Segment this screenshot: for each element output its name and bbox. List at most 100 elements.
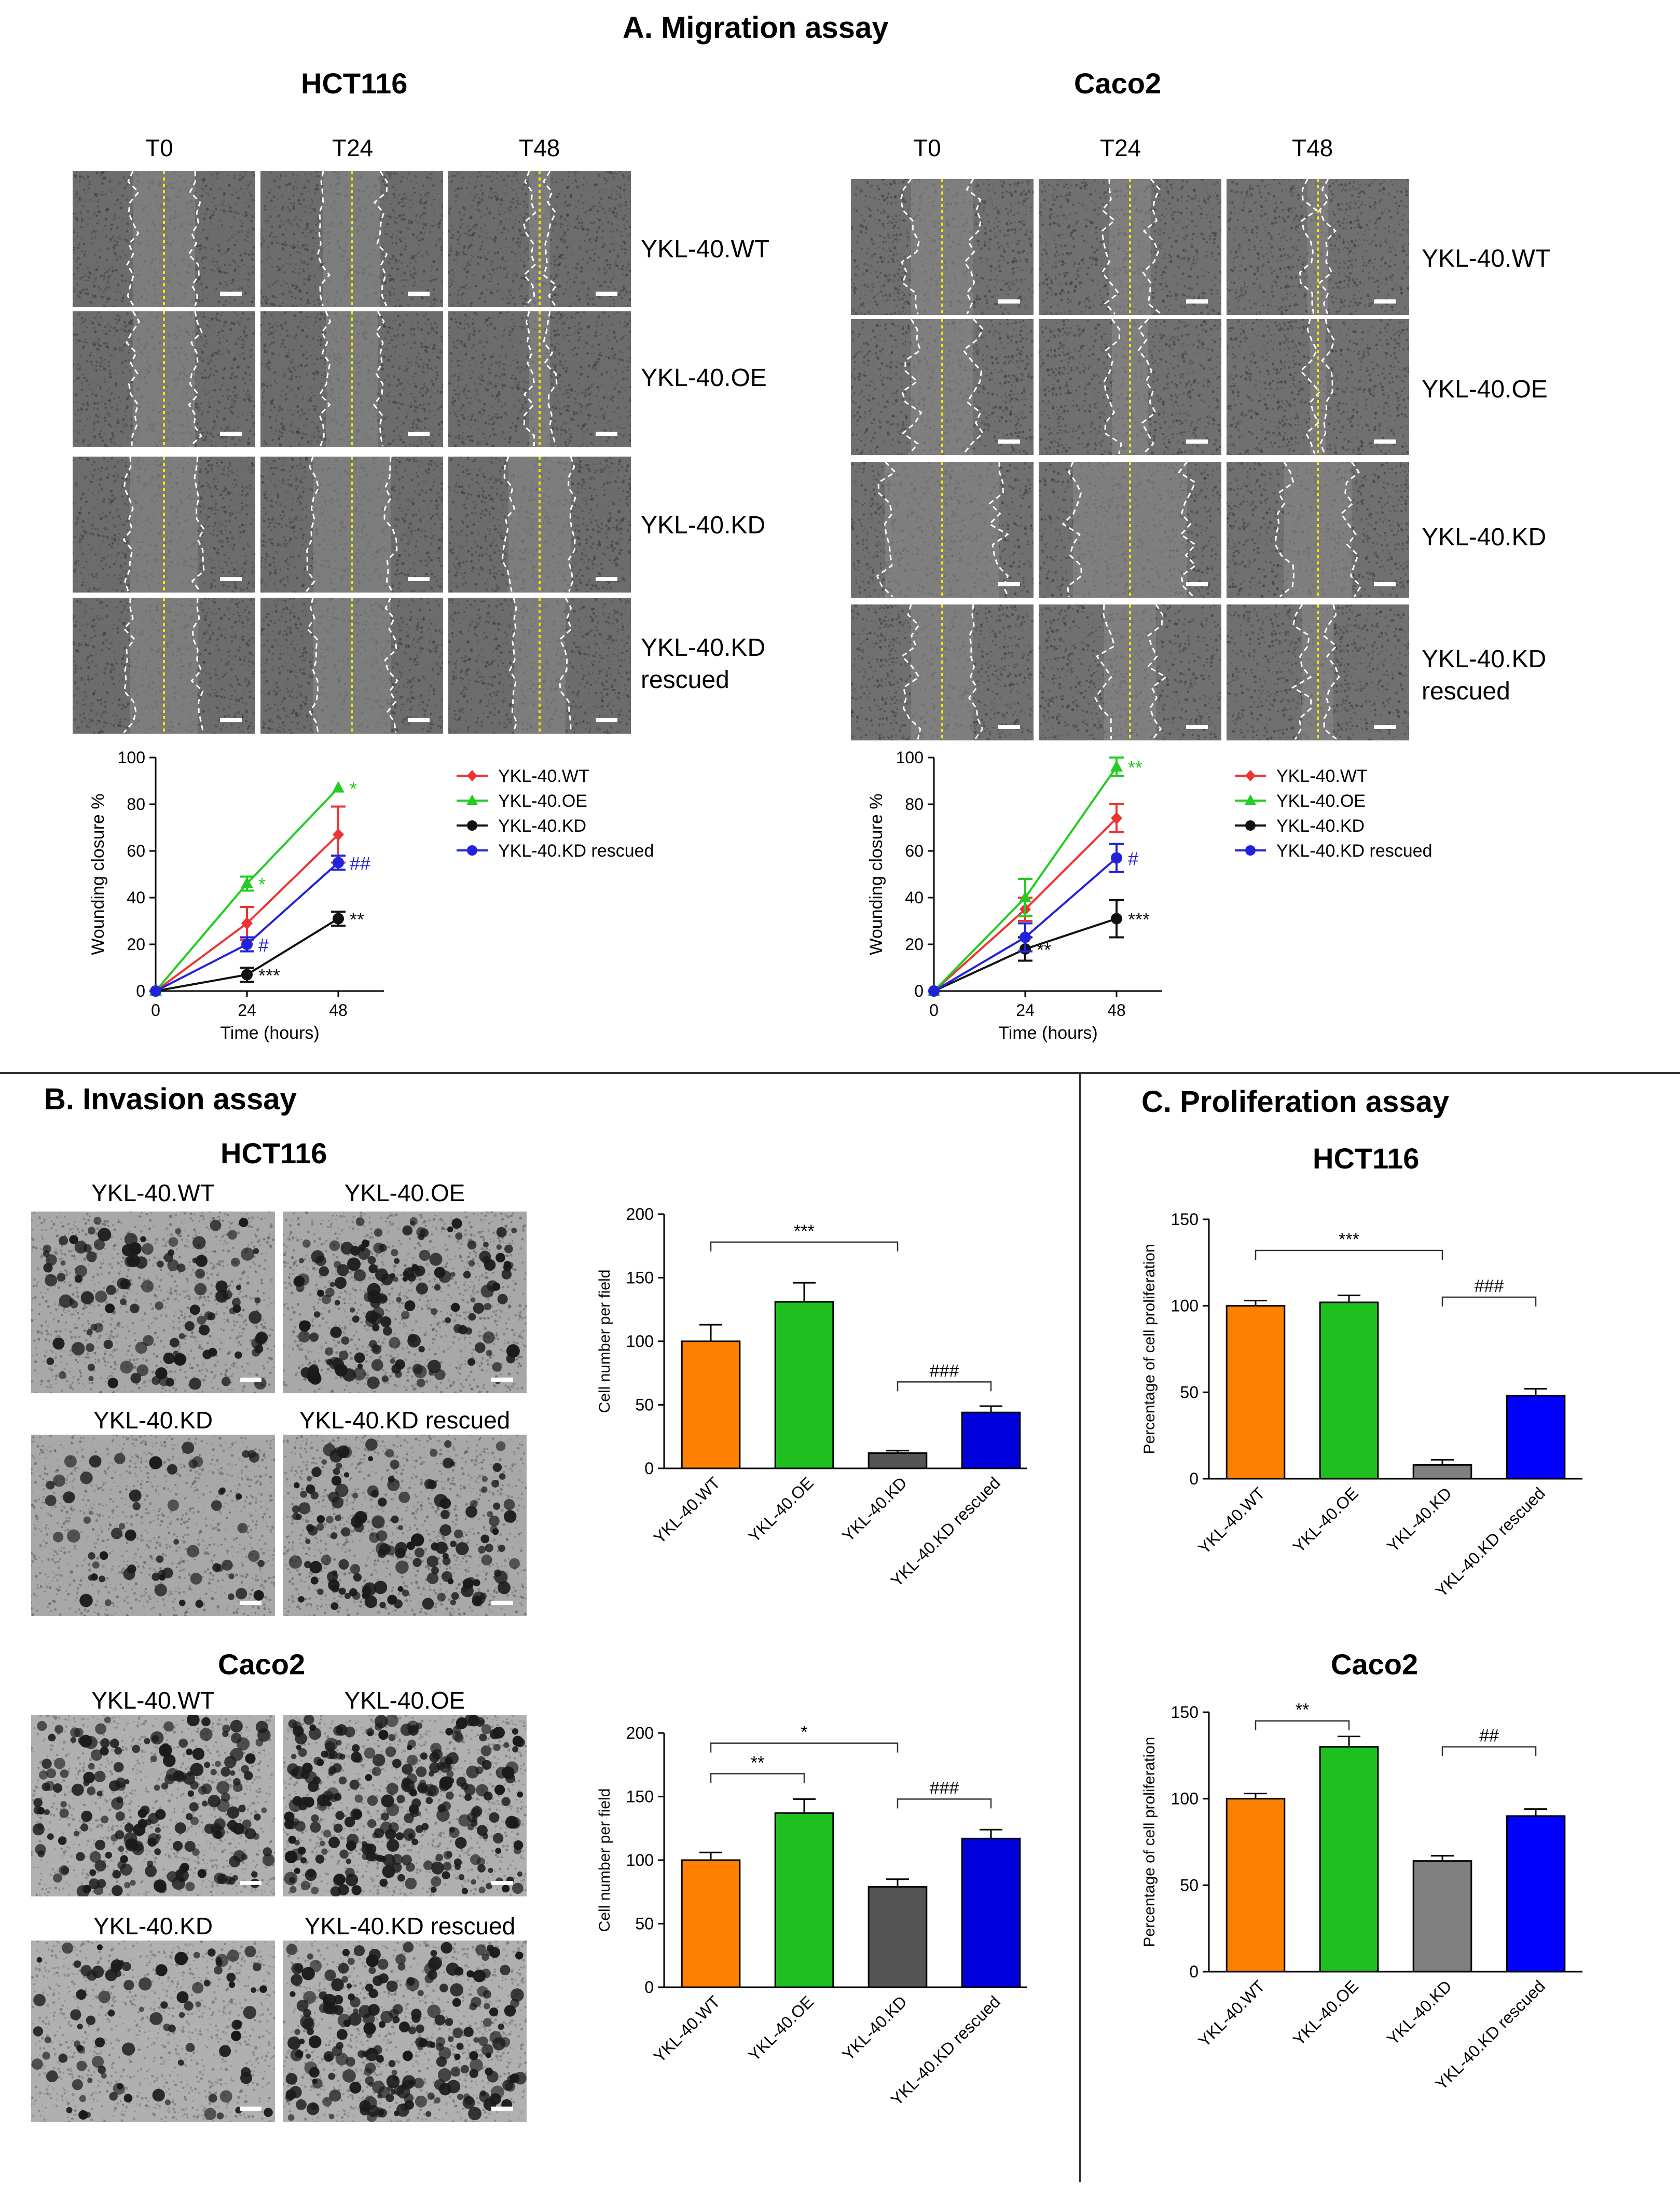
texture-speck <box>279 267 282 270</box>
texture-speck <box>623 285 625 286</box>
texture-speck <box>1196 283 1199 285</box>
texture-speck <box>1357 196 1360 198</box>
texture-speck <box>998 265 1001 268</box>
texture-speck <box>1094 295 1096 297</box>
texture-speck <box>526 206 529 209</box>
texture-speck <box>471 205 473 208</box>
texture-speck <box>1194 225 1197 228</box>
texture-speck <box>289 222 292 225</box>
texture-speck <box>595 239 598 242</box>
texture-speck <box>232 233 235 235</box>
texture-speck <box>201 277 203 278</box>
texture-speck <box>98 199 100 201</box>
texture-speck <box>459 253 461 255</box>
texture-speck <box>423 197 424 198</box>
texture-speck <box>1206 270 1208 273</box>
texture-speck <box>467 248 470 251</box>
texture-speck <box>393 281 394 282</box>
texture-speck <box>1288 256 1292 259</box>
texture-speck <box>77 257 80 260</box>
texture-speck <box>277 214 281 217</box>
texture-speck <box>555 265 558 267</box>
texture-speck <box>1150 274 1153 277</box>
texture-speck <box>233 299 236 301</box>
texture-speck <box>1095 203 1097 205</box>
texture-speck <box>489 237 492 240</box>
texture-speck <box>93 230 97 233</box>
texture-speck <box>453 258 456 260</box>
texture-speck <box>577 215 580 217</box>
texture-speck <box>1002 191 1004 194</box>
texture-speck <box>457 293 459 296</box>
texture-speck <box>1357 244 1360 247</box>
texture-speck <box>222 271 225 273</box>
texture-speck <box>406 261 407 263</box>
texture-speck <box>1184 309 1188 312</box>
texture-speck <box>448 253 451 257</box>
texture-speck <box>1166 295 1168 297</box>
texture-speck <box>858 307 861 309</box>
texture-speck <box>1219 296 1221 299</box>
texture-speck <box>627 177 630 181</box>
texture-speck <box>480 202 481 203</box>
texture-speck <box>1330 190 1332 192</box>
texture-speck <box>1045 242 1047 243</box>
texture-speck <box>527 272 530 275</box>
texture-speck <box>894 287 898 291</box>
texture-speck <box>991 296 994 298</box>
texture-speck <box>573 171 577 174</box>
texture-speck <box>985 298 988 301</box>
texture-speck <box>75 216 77 218</box>
texture-speck <box>217 300 221 304</box>
texture-speck <box>459 194 460 196</box>
texture-speck <box>1177 235 1179 237</box>
texture-speck <box>299 297 302 301</box>
texture-speck <box>1162 270 1165 274</box>
texture-speck <box>276 271 278 272</box>
texture-speck <box>217 270 219 272</box>
texture-speck <box>469 217 472 219</box>
texture-speck <box>1168 237 1171 240</box>
texture-speck <box>1011 241 1013 244</box>
texture-speck <box>310 295 312 297</box>
texture-speck <box>440 253 443 255</box>
texture-speck <box>579 245 582 248</box>
texture-speck <box>93 212 96 215</box>
texture-speck <box>1367 262 1370 264</box>
texture-speck <box>130 295 132 297</box>
texture-speck <box>73 213 75 215</box>
texture-speck <box>394 216 396 218</box>
texture-speck <box>101 190 103 192</box>
texture-speck <box>621 297 623 299</box>
texture-speck <box>1364 183 1366 184</box>
texture-speck <box>1270 300 1271 302</box>
texture-speck <box>304 247 307 251</box>
texture-speck <box>1060 195 1063 198</box>
texture-speck <box>1304 277 1305 279</box>
texture-speck <box>227 175 229 176</box>
texture-speck <box>588 229 590 231</box>
texture-speck <box>1364 305 1367 307</box>
texture-speck <box>409 274 412 277</box>
texture-speck <box>607 286 610 288</box>
texture-speck <box>426 289 429 292</box>
texture-speck <box>264 293 265 294</box>
texture-speck <box>318 302 322 306</box>
texture-speck <box>575 267 578 270</box>
texture-speck <box>511 187 513 189</box>
texture-speck <box>618 194 621 197</box>
texture-speck <box>1189 187 1191 189</box>
texture-speck <box>1350 263 1353 266</box>
texture-speck <box>1179 212 1183 215</box>
texture-speck <box>890 202 893 205</box>
texture-speck <box>303 281 305 282</box>
texture-speck <box>1367 239 1368 241</box>
texture-speck <box>870 184 873 187</box>
texture-speck <box>1059 205 1063 209</box>
texture-speck <box>115 290 117 293</box>
texture-speck <box>1200 217 1203 219</box>
texture-speck <box>1026 230 1028 232</box>
texture-speck <box>424 200 428 203</box>
texture-speck <box>1260 210 1263 212</box>
texture-speck <box>486 257 488 259</box>
